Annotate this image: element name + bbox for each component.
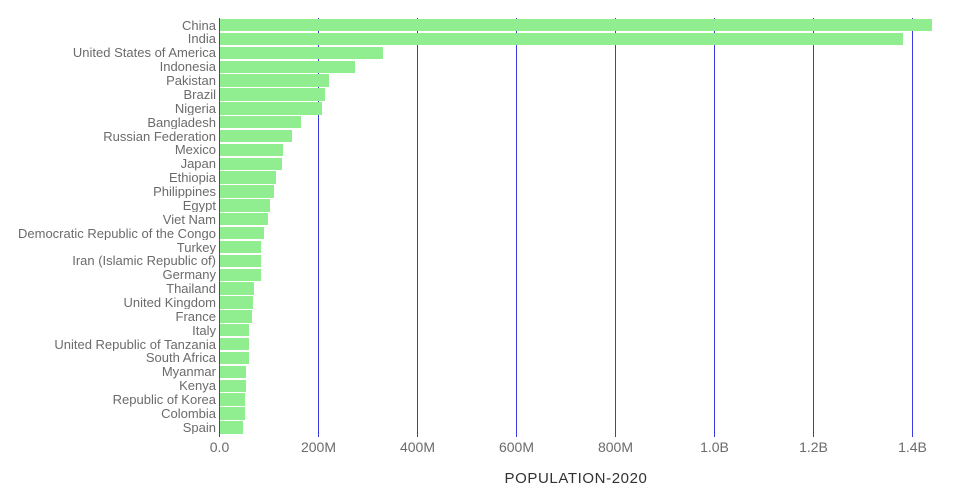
bar-egypt <box>219 199 271 212</box>
x-tick-label: 0.0 <box>209 439 230 455</box>
bar-spain <box>219 421 243 434</box>
category-label: Turkey <box>176 240 216 254</box>
bar-india <box>219 32 903 46</box>
category-label: Ethiopia <box>169 170 216 185</box>
bar-bangladesh <box>219 115 302 129</box>
category-label: Spain <box>182 420 216 435</box>
bar-russian-federation <box>219 129 292 143</box>
bar-mexico <box>219 143 284 157</box>
grid-line <box>317 17 320 437</box>
category-label: Democratic Republic of the Congo <box>18 226 216 241</box>
bar-turkey <box>219 240 262 254</box>
bar-thailand <box>219 282 255 295</box>
category-label: Bangladesh <box>147 115 216 130</box>
bar-myanmar <box>219 365 247 379</box>
bar-nigeria <box>219 102 322 115</box>
category-label: Thailand <box>166 281 216 296</box>
grid-line <box>812 17 815 437</box>
bar-china <box>219 18 932 32</box>
category-label: Indonesia <box>159 59 216 74</box>
category-label: Myanmar <box>161 364 216 379</box>
bar-italy <box>219 324 250 337</box>
x-tick-label: 400M <box>399 439 436 455</box>
bar-brazil <box>219 88 325 101</box>
x-tick-label: 1.0B <box>700 439 729 455</box>
category-label: Colombia <box>161 406 216 421</box>
category-label: Viet Nam <box>162 212 216 227</box>
category-label: China <box>182 18 216 33</box>
grid-line <box>911 17 914 437</box>
category-label: United States of America <box>72 45 216 60</box>
bar-south-africa <box>219 351 249 365</box>
bar-france <box>219 310 252 323</box>
category-label: Japan <box>180 156 216 171</box>
grid-line <box>515 17 518 437</box>
category-label: Germany <box>162 267 216 282</box>
x-axis-title: POPULATION-2020 <box>504 470 648 487</box>
category-label: India <box>187 32 216 46</box>
bar-iran-islamic-republic-of- <box>219 254 262 268</box>
category-label: France <box>175 309 216 324</box>
category-label: Philippines <box>153 184 216 199</box>
bar-viet-nam <box>219 213 268 226</box>
category-label: Republic of Korea <box>112 392 216 407</box>
grid-line <box>713 17 716 437</box>
category-label: Russian Federation <box>103 129 216 143</box>
bar-japan <box>219 157 283 170</box>
x-tick-label: 600M <box>498 439 535 455</box>
bar-colombia <box>219 407 245 420</box>
x-tick-label: 800M <box>597 439 634 455</box>
category-label: Iran (Islamic Republic of) <box>72 253 216 268</box>
x-tick-label: 1.2B <box>799 439 828 455</box>
bar-germany <box>219 268 261 281</box>
bar-democratic-republic-of-the-congo <box>219 226 264 240</box>
category-label: Brazil <box>183 87 216 102</box>
category-label: Kenya <box>179 378 216 393</box>
category-label: Italy <box>192 323 216 338</box>
bar-ethiopia <box>219 171 277 184</box>
bar-united-republic-of-tanzania <box>219 337 250 351</box>
grid-line <box>614 17 617 437</box>
bar-philippines <box>219 185 274 198</box>
category-label: United Republic of Tanzania <box>54 337 216 352</box>
bar-republic-of-korea <box>219 393 245 406</box>
bar-indonesia <box>219 60 355 73</box>
x-tick-label: 1.4B <box>898 439 927 455</box>
category-label: United Kingdom <box>123 295 217 310</box>
category-label: Mexico <box>174 142 216 157</box>
category-label: South Africa <box>145 351 216 365</box>
category-label: Egypt <box>182 198 216 213</box>
bar-kenya <box>219 379 247 392</box>
bar-united-states-of-america <box>219 46 384 60</box>
bar-united-kingdom <box>219 296 254 309</box>
category-label: Pakistan <box>166 73 216 88</box>
grid-line <box>416 17 419 437</box>
x-tick-label: 200M <box>300 439 337 455</box>
bar-pakistan <box>219 74 329 87</box>
category-label: Nigeria <box>174 101 216 116</box>
